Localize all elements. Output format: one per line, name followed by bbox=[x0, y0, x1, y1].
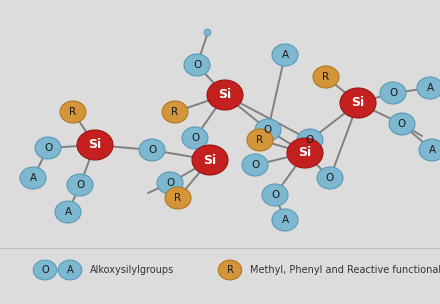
Ellipse shape bbox=[67, 174, 93, 196]
Text: R: R bbox=[172, 107, 179, 117]
Text: A: A bbox=[282, 215, 289, 225]
Ellipse shape bbox=[139, 139, 165, 161]
Ellipse shape bbox=[272, 44, 298, 66]
Text: Alkoxysilylgroups: Alkoxysilylgroups bbox=[90, 265, 174, 275]
Text: O: O bbox=[389, 88, 397, 98]
Text: O: O bbox=[166, 178, 174, 188]
Ellipse shape bbox=[59, 260, 82, 280]
Text: A: A bbox=[29, 173, 37, 183]
Text: O: O bbox=[251, 160, 259, 170]
Text: O: O bbox=[191, 133, 199, 143]
Text: O: O bbox=[398, 119, 406, 129]
Ellipse shape bbox=[20, 167, 46, 189]
Ellipse shape bbox=[287, 138, 323, 168]
Ellipse shape bbox=[340, 88, 376, 118]
Text: O: O bbox=[306, 135, 314, 145]
Text: R: R bbox=[227, 265, 234, 275]
Ellipse shape bbox=[35, 137, 61, 159]
Ellipse shape bbox=[247, 129, 273, 151]
Ellipse shape bbox=[419, 139, 440, 161]
Text: O: O bbox=[148, 145, 156, 155]
Text: Si: Si bbox=[88, 139, 102, 151]
Text: O: O bbox=[326, 173, 334, 183]
Text: O: O bbox=[41, 265, 49, 275]
Ellipse shape bbox=[317, 167, 343, 189]
Ellipse shape bbox=[272, 209, 298, 231]
Ellipse shape bbox=[77, 130, 113, 160]
Text: R: R bbox=[174, 193, 182, 203]
Text: A: A bbox=[282, 50, 289, 60]
Ellipse shape bbox=[33, 260, 57, 280]
Ellipse shape bbox=[297, 129, 323, 151]
Ellipse shape bbox=[192, 145, 228, 175]
Ellipse shape bbox=[162, 101, 188, 123]
Text: A: A bbox=[64, 207, 72, 217]
Ellipse shape bbox=[380, 82, 406, 104]
Ellipse shape bbox=[157, 172, 183, 194]
Text: R: R bbox=[257, 135, 264, 145]
Ellipse shape bbox=[207, 80, 243, 110]
Ellipse shape bbox=[417, 77, 440, 99]
Text: R: R bbox=[70, 107, 77, 117]
Text: A: A bbox=[67, 265, 73, 275]
Text: Si: Si bbox=[298, 147, 312, 160]
Text: Si: Si bbox=[352, 96, 365, 109]
Text: O: O bbox=[76, 180, 84, 190]
Text: A: A bbox=[426, 83, 433, 93]
Ellipse shape bbox=[165, 187, 191, 209]
Text: O: O bbox=[44, 143, 52, 153]
Ellipse shape bbox=[60, 101, 86, 123]
Ellipse shape bbox=[313, 66, 339, 88]
Ellipse shape bbox=[255, 119, 281, 141]
Ellipse shape bbox=[262, 184, 288, 206]
Text: O: O bbox=[264, 125, 272, 135]
Ellipse shape bbox=[184, 54, 210, 76]
Ellipse shape bbox=[55, 201, 81, 223]
Ellipse shape bbox=[218, 260, 242, 280]
Text: Si: Si bbox=[218, 88, 231, 102]
Text: Si: Si bbox=[203, 154, 216, 167]
Text: R: R bbox=[323, 72, 330, 82]
Text: O: O bbox=[271, 190, 279, 200]
Text: A: A bbox=[429, 145, 436, 155]
Text: O: O bbox=[193, 60, 201, 70]
Text: Methyl, Phenyl and Reactive functional groups: Methyl, Phenyl and Reactive functional g… bbox=[250, 265, 440, 275]
Ellipse shape bbox=[389, 113, 415, 135]
Ellipse shape bbox=[242, 154, 268, 176]
Ellipse shape bbox=[182, 127, 208, 149]
